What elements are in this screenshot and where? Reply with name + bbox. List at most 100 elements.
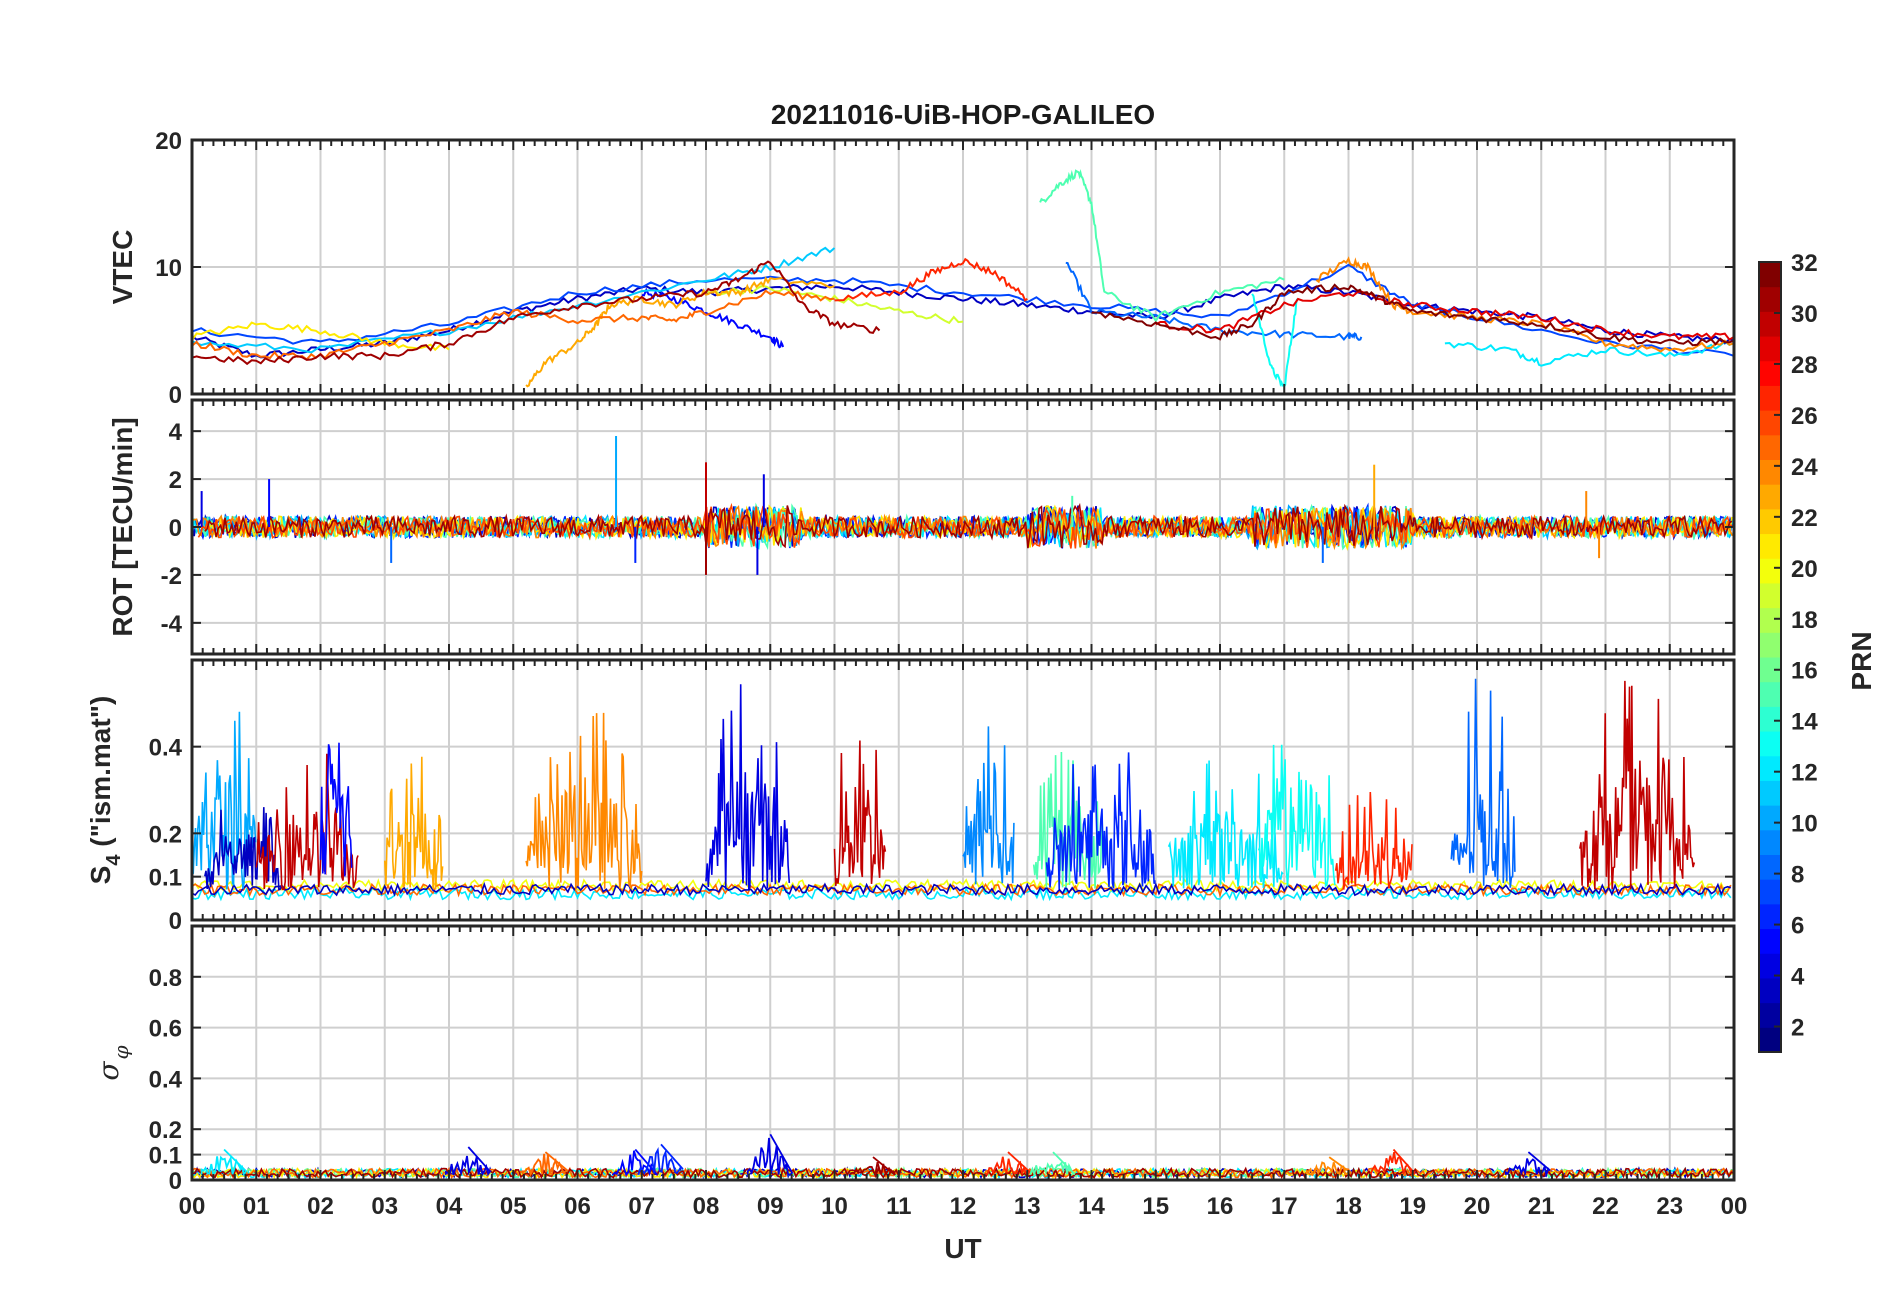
- s4-burst-prn-9: [962, 726, 1015, 885]
- s4-burst-prn-13: [1257, 744, 1336, 889]
- sigma-spike-prn-12: [200, 1148, 248, 1178]
- grid: [192, 926, 1734, 1180]
- colorbar-tick-label: 30: [1791, 301, 1818, 328]
- colorbar-segment: [1759, 434, 1781, 460]
- colorbar-tick-label: 6: [1791, 913, 1804, 940]
- x-axis: 00 01 02 03 04 05 06 07 08 09 10 11 12 13 14 15 16 17 18 19…: [179, 1193, 1748, 1220]
- colorbar-label: PRN: [1846, 631, 1877, 690]
- y-axis-label: VTEC: [107, 230, 138, 305]
- vtec-series-prn-32: [1091, 283, 1734, 347]
- y-tick-label: 0.6: [149, 1016, 182, 1043]
- colorbar-segment: [1759, 977, 1781, 1004]
- sigma-spike-prn-4: [746, 1133, 794, 1176]
- vtec-series-prn-29: [1155, 290, 1734, 341]
- colorbar-segment: [1759, 928, 1781, 954]
- x-tick-label: 09: [757, 1193, 784, 1220]
- y-label-rest: ("ism.mat"): [85, 696, 116, 855]
- x-tick-label: 17: [1271, 1193, 1298, 1220]
- colorbar-segment: [1759, 286, 1781, 312]
- colorbar-segment: [1759, 903, 1781, 930]
- colorbar-segment: [1759, 805, 1781, 831]
- panel-rot: -4 -2 0 2 4 ROT [TECU/min]: [107, 398, 1736, 656]
- colorbar-segment: [1759, 582, 1781, 609]
- y-tick-label: 0.4: [149, 1066, 183, 1093]
- x-tick-label: 11: [886, 1193, 911, 1220]
- sigma-spike-prn-24: [1305, 1156, 1352, 1177]
- colorbar-segment: [1759, 780, 1781, 806]
- colorbar-segment: [1759, 410, 1781, 436]
- vtec-series-prn-13: [1251, 293, 1299, 389]
- x-tick-label: 23: [1656, 1193, 1683, 1220]
- tick-marks: [191, 926, 1735, 1181]
- colorbar-tick-label: 20: [1791, 556, 1818, 583]
- x-tick-label: 12: [950, 1193, 977, 1220]
- y-tick-label: 0.2: [149, 1117, 182, 1144]
- sigma-spike-prn-6: [637, 1143, 684, 1175]
- colorbar-segment: [1759, 459, 1781, 485]
- colorbar-segment: [1759, 360, 1781, 386]
- s4-burst-prn-27: [1334, 791, 1413, 890]
- sigma-spike-prn-27: [1370, 1148, 1416, 1175]
- y-tick-label: 20: [155, 128, 182, 155]
- colorbar-segment: [1759, 681, 1781, 707]
- x-tick-label: 18: [1335, 1193, 1362, 1220]
- x-tick-label: 22: [1592, 1193, 1619, 1220]
- panel-frame: [190, 924, 1736, 1182]
- vtec-series-prn-15: [1039, 168, 1285, 323]
- x-tick-label: 01: [243, 1193, 270, 1220]
- panel-s4: 0 0.1 0.2 0.4 S4 ("ism.mat"): [85, 658, 1736, 935]
- colorbar-segment: [1759, 558, 1781, 584]
- x-tick-label: 00: [179, 1193, 206, 1220]
- s4-burst-prn-5: [319, 742, 353, 877]
- vtec-series-prn-5: [641, 287, 785, 349]
- x-tick-label: 04: [436, 1193, 463, 1220]
- colorbar-tick-label: 24: [1791, 454, 1818, 481]
- sigma-spike-prn-15: [1029, 1151, 1076, 1178]
- panel-frame: [190, 398, 1736, 656]
- y-axis-label: σφ: [92, 1045, 133, 1080]
- colorbar-segment: [1759, 607, 1781, 633]
- panel-frame: [190, 138, 1736, 396]
- y-tick-label: 2: [169, 467, 182, 494]
- vtec-series-prn-21: [192, 321, 450, 352]
- s4-burst-prn-3: [204, 807, 282, 891]
- s4-burst-prn-30: [1579, 680, 1696, 890]
- colorbar-tick-label: 14: [1791, 709, 1818, 736]
- y-label-main: S: [85, 866, 116, 885]
- colorbar-tick-label: 12: [1791, 760, 1818, 787]
- y-tick-label: 0: [169, 908, 182, 935]
- colorbar-segment: [1759, 854, 1781, 880]
- x-tick-label: 06: [564, 1193, 591, 1220]
- y-tick-label: 4: [169, 419, 183, 446]
- colorbar-segment: [1759, 385, 1781, 411]
- s4-baseline-prn-20: [192, 878, 1732, 893]
- y-axis-label: S4 ("ism.mat"): [85, 696, 125, 885]
- colorbar-segment: [1759, 657, 1781, 683]
- s4-burst-prn-30: [255, 753, 359, 891]
- sigma-spike-prn-4: [444, 1146, 492, 1177]
- grid: [192, 140, 1734, 394]
- y-label-main: σ: [92, 1061, 125, 1081]
- x-tick-label: 07: [628, 1193, 655, 1220]
- chart-title: 20211016-UiB-HOP-GALILEO: [771, 99, 1155, 130]
- panel-sigma_phi: 00.10.2 0.4 0.6 0.8 σφ: [92, 924, 1736, 1195]
- colorbar-segment: [1759, 829, 1781, 855]
- x-tick-label: 08: [693, 1193, 720, 1220]
- panel-frame: [190, 658, 1736, 922]
- x-tick-label: 19: [1399, 1193, 1426, 1220]
- vtec-series-prn-24: [1315, 256, 1734, 353]
- colorbar-tick-label: 16: [1791, 658, 1818, 685]
- s4-burst-prn-23: [384, 756, 444, 890]
- x-tick-label: 20: [1464, 1193, 1491, 1220]
- x-tick-label: 03: [371, 1193, 398, 1220]
- y-tick-label: 10: [155, 255, 182, 282]
- x-axis-label: UT: [944, 1233, 981, 1264]
- colorbar-tick-label: 10: [1791, 811, 1818, 838]
- y-tick-label: -2: [161, 563, 182, 590]
- plot-area: [192, 435, 1734, 575]
- panel-vtec: 0 10 20 VTEC: [107, 128, 1736, 409]
- sigma-spike-prn-27: [984, 1151, 1032, 1177]
- sigma-spike-prn-5: [611, 1148, 658, 1177]
